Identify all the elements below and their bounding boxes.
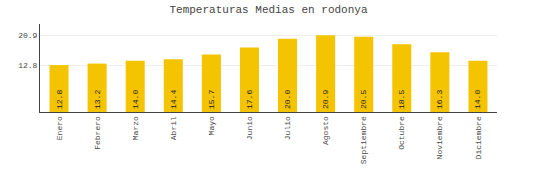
svg-text:20.0: 20.0 [283, 90, 292, 109]
svg-text:12.8: 12.8 [55, 90, 64, 109]
svg-text:12.8: 12.8 [18, 61, 37, 70]
svg-text:Agosto: Agosto [321, 116, 330, 145]
svg-text:20.9: 20.9 [18, 31, 37, 40]
svg-text:20.9: 20.9 [321, 90, 330, 109]
svg-text:Temperaturas Medias en rodonya: Temperaturas Medias en rodonya [169, 4, 367, 16]
svg-text:Julio: Julio [283, 116, 292, 140]
svg-text:13.2: 13.2 [93, 90, 102, 109]
svg-text:Abril: Abril [169, 116, 178, 140]
svg-text:20.5: 20.5 [359, 90, 368, 109]
svg-text:Marzo: Marzo [131, 116, 140, 140]
svg-text:Enero: Enero [55, 116, 64, 140]
svg-text:Diciembre: Diciembre [474, 116, 483, 159]
svg-text:16.3: 16.3 [435, 90, 444, 109]
svg-text:Febrero: Febrero [93, 116, 102, 150]
svg-text:Octubre: Octubre [397, 116, 406, 150]
svg-text:Septiembre: Septiembre [359, 116, 368, 164]
svg-text:15.7: 15.7 [207, 90, 216, 109]
svg-text:Mayo: Mayo [207, 116, 216, 135]
svg-text:17.6: 17.6 [245, 90, 254, 109]
svg-text:14.0: 14.0 [131, 90, 140, 109]
svg-text:Noviembre: Noviembre [435, 116, 444, 159]
svg-text:18.5: 18.5 [397, 90, 406, 109]
svg-text:14.4: 14.4 [169, 90, 178, 109]
svg-text:14.0: 14.0 [473, 90, 482, 109]
svg-text:Junio: Junio [245, 116, 254, 140]
